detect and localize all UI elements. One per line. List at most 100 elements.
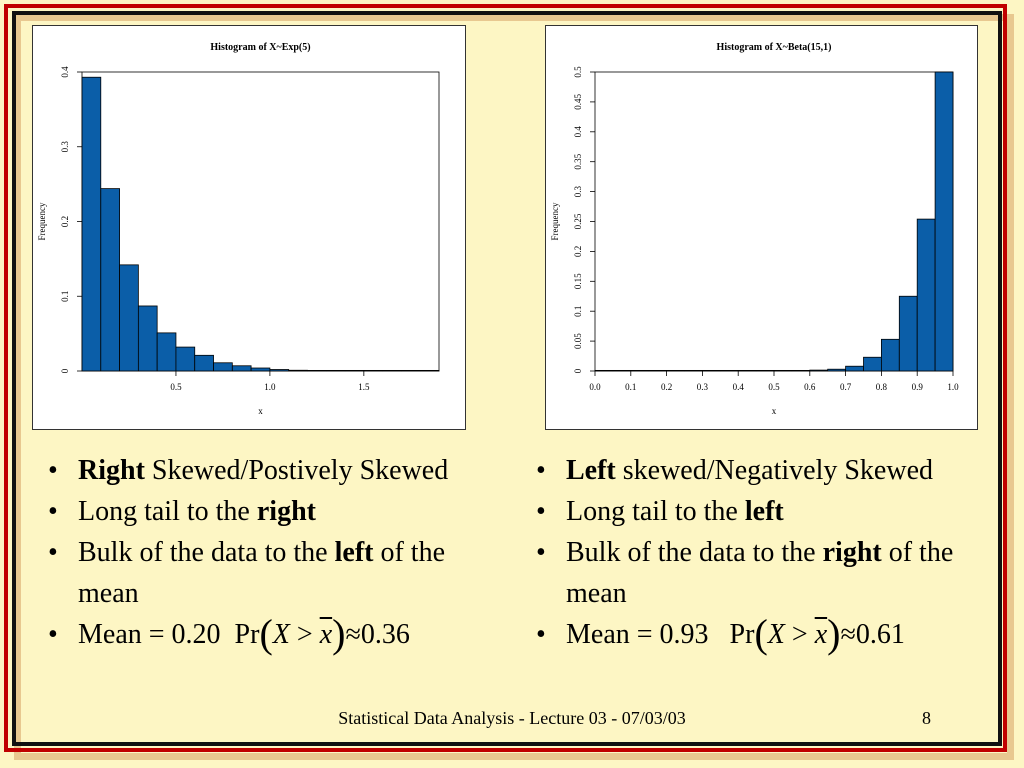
approx-symbol: ≈	[345, 619, 361, 650]
y-tick-label: 0.2	[60, 216, 70, 227]
open-paren: (	[259, 611, 273, 656]
histogram-beta-chart: Histogram of X~Beta(15,1) 0.0 0.1 0.2 0.3 0.4…	[550, 42, 959, 416]
x-tick-label: 1.0	[264, 382, 276, 392]
bullet-icon: •	[536, 619, 546, 650]
bullet-icon: •	[48, 455, 58, 486]
x-tick-label: 0.2	[661, 382, 672, 392]
slide-shadow-frame	[14, 14, 1014, 760]
x-tick-label: 1.5	[358, 382, 370, 392]
approx-symbol: ≈	[840, 619, 856, 650]
y-tick-label: 0.4	[60, 66, 70, 78]
chart-title: Histogram of X~Beta(15,1)	[717, 42, 832, 53]
histogram-bar	[401, 369, 421, 372]
pr-symbol: Pr	[234, 619, 260, 650]
y-tick-label: 0.1	[60, 291, 70, 302]
x-tick-label: 0.4	[733, 382, 745, 392]
x-tick-label: 0.0	[589, 382, 601, 392]
histogram-bar	[231, 365, 252, 372]
x-tick-label: 0.7	[840, 382, 852, 392]
histogram-bar	[307, 369, 327, 372]
histogram-bar	[809, 369, 829, 372]
chart-title: Histogram of X~Exp(5)	[210, 42, 310, 53]
x-tick-label: 0.3	[697, 382, 709, 392]
y-tick-label: 0.05	[573, 333, 583, 349]
mean-value: Mean = 0.93	[566, 619, 709, 650]
histogram-bar	[648, 369, 667, 372]
right-bullet-list: • Left skewed/Negatively Skewed • Long t…	[528, 450, 998, 655]
histogram-bar	[100, 188, 120, 372]
x-tick-label: 0.1	[625, 382, 636, 392]
close-paren: )	[827, 611, 841, 656]
histogram-bar	[737, 369, 757, 372]
y-tick-label: 0.5	[573, 66, 583, 78]
page-number: 8	[922, 708, 931, 728]
bullet-icon: •	[536, 455, 546, 486]
histogram-bar	[213, 362, 233, 372]
histogram-bar	[594, 369, 614, 372]
right-bullet-1: • Left skewed/Negatively Skewed	[528, 450, 998, 491]
probability-value: 0.36	[360, 619, 410, 650]
histogram-bar	[612, 369, 632, 372]
y-tick-label: 0.15	[573, 273, 583, 289]
tail-text: Long tail to the	[566, 496, 745, 527]
histogram-bar	[344, 369, 365, 372]
y-tick-label: 0.45	[573, 94, 583, 110]
histogram-bar	[773, 369, 793, 372]
right-bullet-3: • Bulk of the data to the right of the m…	[528, 532, 998, 614]
histogram-bar	[916, 218, 936, 372]
histogram-bar	[119, 264, 139, 372]
bulk-direction: right	[822, 537, 882, 568]
x-tick-label: 0.5	[170, 382, 182, 392]
histogram-bar	[288, 369, 308, 372]
bullet-icon: •	[48, 619, 58, 650]
histogram-bar	[934, 71, 954, 372]
gt-symbol: >	[784, 619, 815, 650]
left-bullet-4: • Mean = 0.20 Pr(X > x)≈0.36	[40, 614, 490, 655]
histogram-bar	[175, 346, 196, 372]
left-bullet-3: • Bulk of the data to the left of the me…	[40, 532, 490, 614]
close-paren: )	[332, 611, 346, 656]
skew-direction-label: Left	[566, 455, 616, 486]
histogram-exp-chart: Histogram of X~Exp(5) 0.5 1.0 1.5 0 0.1 0.2 0.3…	[37, 42, 440, 416]
histogram-bar	[250, 367, 271, 372]
histogram-bar	[701, 369, 721, 372]
x-axis-label: x	[772, 406, 777, 416]
x-variable: X	[272, 619, 290, 650]
histogram-bar	[827, 368, 847, 372]
chart-panel-exp: Histogram of X~Exp(5) 0.5 1.0 1.5 0 0.1 0.2 0.3…	[32, 25, 466, 430]
bulk-direction: left	[334, 537, 374, 568]
histogram-bar	[719, 369, 739, 372]
tail-text: Long tail to the	[78, 496, 257, 527]
histogram-bar	[755, 369, 775, 372]
left-bullet-2: • Long tail to the right	[40, 491, 490, 532]
open-paren: (	[754, 611, 768, 656]
x-bar: x	[814, 619, 828, 650]
histogram-bar	[363, 369, 384, 372]
histogram-bar	[137, 305, 158, 372]
slide-outer-frame	[4, 4, 1007, 752]
y-tick-label: 0.3	[60, 141, 70, 153]
x-axis-label: x	[258, 406, 263, 416]
gt-symbol: >	[289, 619, 320, 650]
bulk-text: Bulk of the data to the	[566, 537, 823, 568]
slide-inner-frame	[12, 11, 1002, 746]
histogram-bar	[791, 369, 811, 372]
histogram-bar	[382, 369, 402, 372]
y-tick-label: 0.3	[573, 185, 583, 197]
bulk-text: Bulk of the data to the	[78, 537, 335, 568]
histogram-bar	[666, 369, 685, 372]
chart-panel-beta: Histogram of X~Beta(15,1) 0.0 0.1 0.2 0.3 0.4…	[545, 25, 978, 430]
bullet-icon: •	[48, 496, 58, 527]
bullet-icon: •	[48, 537, 58, 568]
tail-direction: left	[744, 496, 784, 527]
mean-value: Mean = 0.20	[78, 619, 221, 650]
x-tick-label: 1.0	[947, 382, 959, 392]
histogram-bar	[880, 338, 900, 372]
y-tick-label: 0.2	[573, 246, 583, 257]
histogram-bar	[325, 369, 346, 372]
probability-value: 0.61	[855, 619, 905, 650]
histogram-bar	[845, 365, 864, 372]
pr-symbol: Pr	[729, 619, 755, 650]
y-tick-label: 0.35	[573, 153, 583, 169]
bullet-icon: •	[536, 537, 546, 568]
